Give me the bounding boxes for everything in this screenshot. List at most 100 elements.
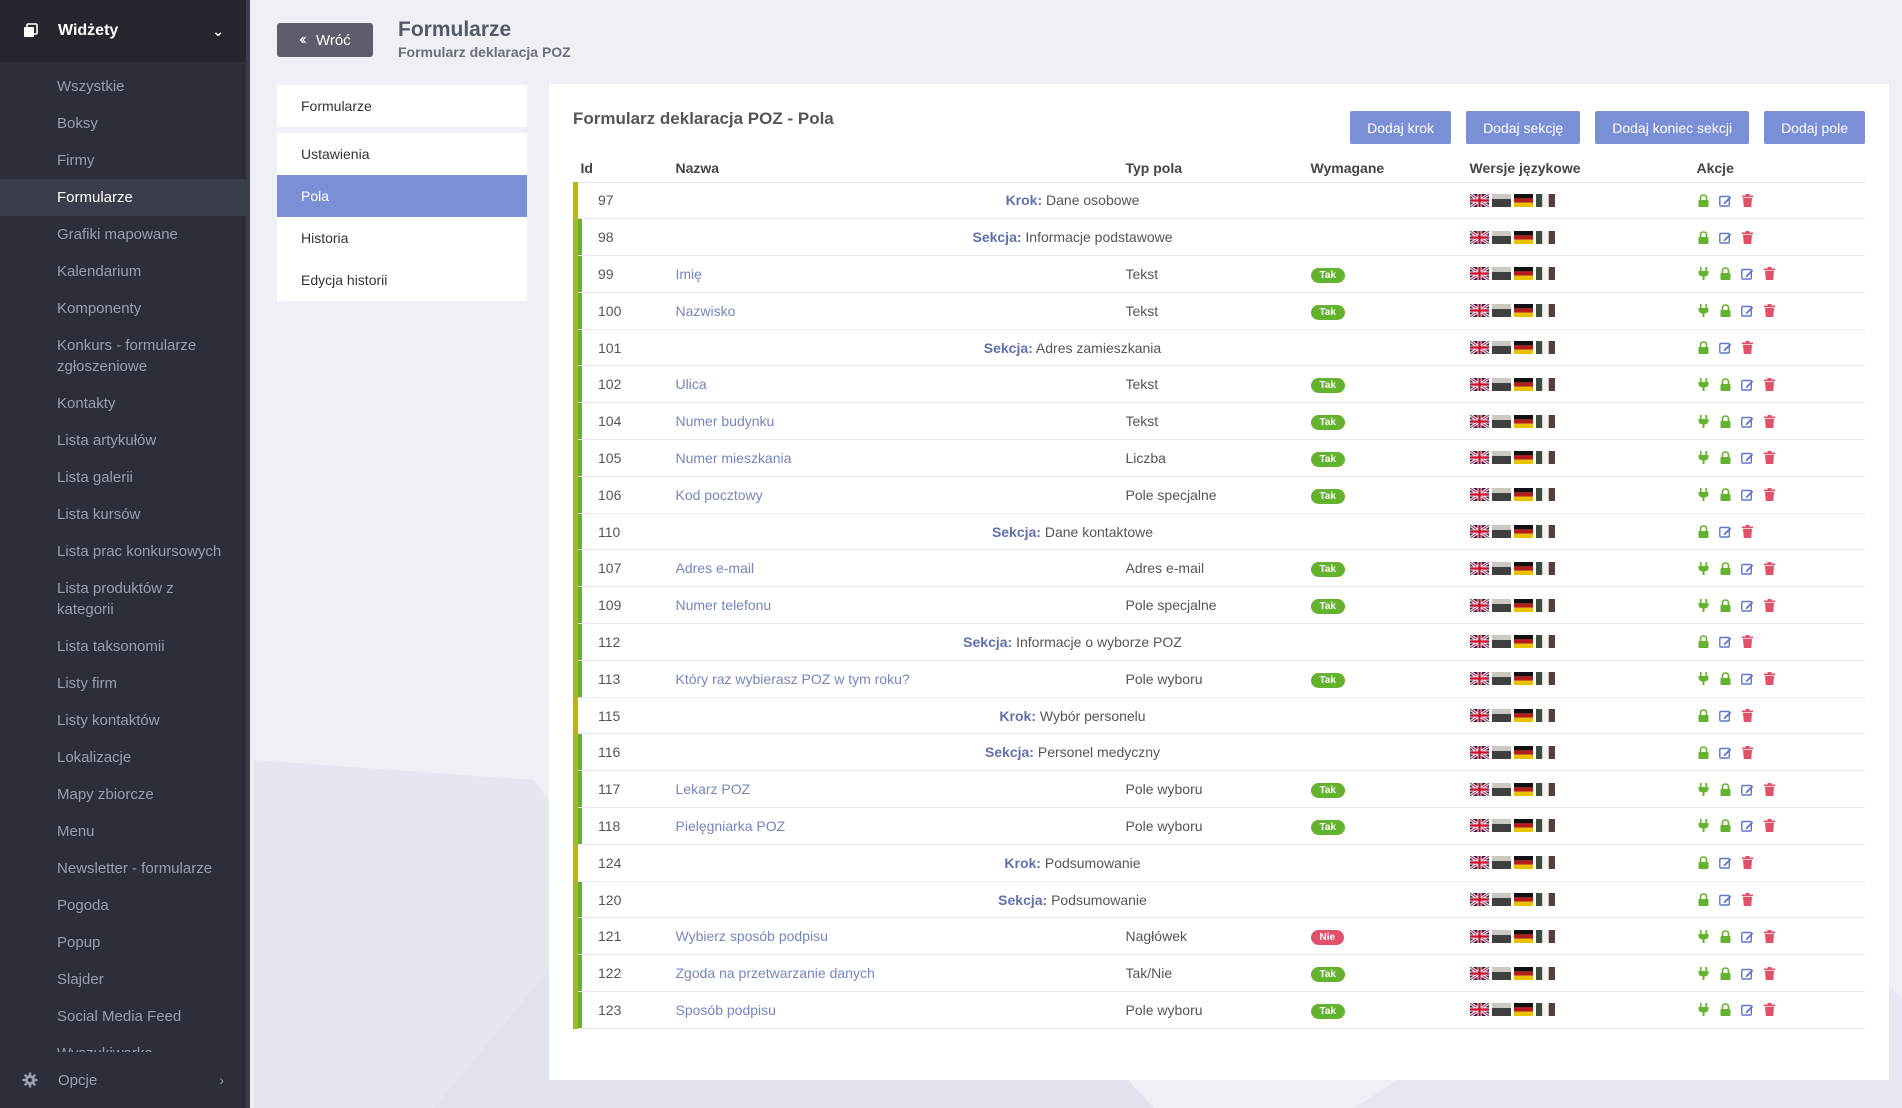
subnav-item[interactable]: Historia xyxy=(277,217,527,259)
lock-icon[interactable] xyxy=(1697,341,1710,355)
lock-icon[interactable] xyxy=(1697,856,1710,870)
flag-de-icon[interactable] xyxy=(1513,267,1533,281)
flag-de-icon[interactable] xyxy=(1513,672,1533,686)
trash-icon[interactable] xyxy=(1763,598,1776,612)
field-name-link[interactable]: Pielęgniarka POZ xyxy=(675,817,786,834)
trash-icon[interactable] xyxy=(1741,709,1754,723)
plug-icon[interactable] xyxy=(1697,598,1710,612)
flag-uk-icon[interactable] xyxy=(1469,193,1489,207)
trash-icon[interactable] xyxy=(1763,451,1776,465)
flag-de-icon[interactable] xyxy=(1513,635,1533,649)
subnav-item[interactable]: Ustawienia xyxy=(277,133,527,175)
flag-de-icon[interactable] xyxy=(1513,819,1533,833)
edit-icon[interactable] xyxy=(1718,709,1732,722)
section-link[interactable]: Sekcja: Podsumowanie xyxy=(998,892,1147,908)
flag-it-icon[interactable] xyxy=(1535,709,1555,723)
add-step-button[interactable]: Dodaj krok xyxy=(1350,111,1452,144)
sidebar-item[interactable]: Popup xyxy=(57,934,101,951)
sidebar-item[interactable]: Menu xyxy=(57,823,95,840)
sidebar-item[interactable]: Newsletter - formularze xyxy=(57,860,213,877)
sidebar-item[interactable]: Social Media Feed xyxy=(57,1008,182,1025)
sidebar-item[interactable]: Kontakty xyxy=(57,395,116,412)
edit-icon[interactable] xyxy=(1740,378,1754,391)
trash-icon[interactable] xyxy=(1763,966,1776,980)
flag-de-icon[interactable] xyxy=(1513,451,1533,465)
section-link[interactable]: Sekcja: Informacje podstawowe xyxy=(972,229,1172,245)
flag-gray-icon[interactable] xyxy=(1491,230,1511,244)
field-name-link[interactable]: Adres e-mail xyxy=(675,560,755,577)
add-field-button[interactable]: Dodaj pole xyxy=(1764,111,1865,144)
edit-icon[interactable] xyxy=(1718,635,1732,649)
flag-gray-icon[interactable] xyxy=(1491,193,1511,207)
flag-de-icon[interactable] xyxy=(1513,377,1533,391)
flag-gray-icon[interactable] xyxy=(1491,267,1511,281)
flag-gray-icon[interactable] xyxy=(1491,525,1511,539)
field-name-link[interactable]: Numer budynku xyxy=(675,413,775,430)
flag-gray-icon[interactable] xyxy=(1491,745,1511,759)
lock-icon[interactable] xyxy=(1719,304,1732,318)
flag-it-icon[interactable] xyxy=(1535,782,1555,796)
flag-uk-icon[interactable] xyxy=(1469,377,1489,391)
sidebar-item[interactable]: Lista kursów xyxy=(57,506,141,523)
flag-uk-icon[interactable] xyxy=(1469,782,1489,796)
flag-gray-icon[interactable] xyxy=(1491,488,1511,502)
section-link[interactable]: Sekcja: Informacje o wyborze POZ xyxy=(963,634,1182,650)
sidebar-item[interactable]: Lista produktów z kategorii xyxy=(57,580,174,618)
flag-uk-icon[interactable] xyxy=(1469,525,1489,539)
field-name-link[interactable]: Kod pocztowy xyxy=(675,486,763,503)
trash-icon[interactable] xyxy=(1763,819,1776,833)
field-name-link[interactable]: Numer telefonu xyxy=(675,597,772,614)
subnav-item[interactable]: Formularze xyxy=(277,85,527,127)
flag-it-icon[interactable] xyxy=(1535,856,1555,870)
flag-de-icon[interactable] xyxy=(1513,709,1533,723)
flag-uk-icon[interactable] xyxy=(1469,451,1489,465)
flag-uk-icon[interactable] xyxy=(1469,856,1489,870)
flag-de-icon[interactable] xyxy=(1513,782,1533,796)
section-link[interactable]: Sekcja: Personel medyczny xyxy=(985,744,1160,760)
flag-de-icon[interactable] xyxy=(1513,304,1533,318)
flag-de-icon[interactable] xyxy=(1513,230,1533,244)
lock-icon[interactable] xyxy=(1719,488,1732,502)
field-name-link[interactable]: Sposób podpisu xyxy=(675,1001,776,1018)
lock-icon[interactable] xyxy=(1697,709,1710,723)
trash-icon[interactable] xyxy=(1763,488,1776,502)
flag-de-icon[interactable] xyxy=(1513,745,1533,759)
lock-icon[interactable] xyxy=(1719,451,1732,465)
field-name-link[interactable]: Nazwisko xyxy=(675,302,736,319)
trash-icon[interactable] xyxy=(1741,230,1754,244)
flag-uk-icon[interactable] xyxy=(1469,929,1489,943)
flag-uk-icon[interactable] xyxy=(1469,414,1489,428)
flag-de-icon[interactable] xyxy=(1513,856,1533,870)
flag-de-icon[interactable] xyxy=(1513,193,1533,207)
flag-uk-icon[interactable] xyxy=(1469,267,1489,281)
edit-icon[interactable] xyxy=(1718,525,1732,538)
section-link[interactable]: Sekcja: Adres zamieszkania xyxy=(984,340,1161,356)
trash-icon[interactable] xyxy=(1763,561,1776,575)
flag-de-icon[interactable] xyxy=(1513,598,1533,612)
sidebar-item[interactable]: Lista artykułów xyxy=(57,432,157,449)
trash-icon[interactable] xyxy=(1741,856,1754,870)
flag-uk-icon[interactable] xyxy=(1469,966,1489,980)
flag-de-icon[interactable] xyxy=(1513,525,1533,539)
sidebar-item[interactable]: Listy kontaktów xyxy=(57,712,160,729)
lock-icon[interactable] xyxy=(1719,672,1732,686)
lock-icon[interactable] xyxy=(1697,194,1710,207)
trash-icon[interactable] xyxy=(1763,414,1776,428)
trash-icon[interactable] xyxy=(1763,782,1776,796)
flag-it-icon[interactable] xyxy=(1535,966,1555,980)
lock-icon[interactable] xyxy=(1719,267,1732,281)
field-name-link[interactable]: Zgoda na przetwarzanie danych xyxy=(675,965,875,982)
lock-icon[interactable] xyxy=(1697,635,1710,649)
plug-icon[interactable] xyxy=(1697,451,1710,465)
edit-icon[interactable] xyxy=(1740,1003,1754,1017)
field-name-link[interactable]: Lekarz POZ xyxy=(675,781,751,798)
trash-icon[interactable] xyxy=(1741,893,1754,907)
flag-de-icon[interactable] xyxy=(1513,414,1533,428)
plug-icon[interactable] xyxy=(1697,488,1710,502)
flag-uk-icon[interactable] xyxy=(1469,304,1489,318)
edit-icon[interactable] xyxy=(1718,194,1732,207)
plug-icon[interactable] xyxy=(1697,672,1710,686)
plug-icon[interactable] xyxy=(1697,782,1710,796)
sidebar-item[interactable]: Komponenty xyxy=(57,300,142,317)
field-name-link[interactable]: Ulica xyxy=(675,376,707,393)
